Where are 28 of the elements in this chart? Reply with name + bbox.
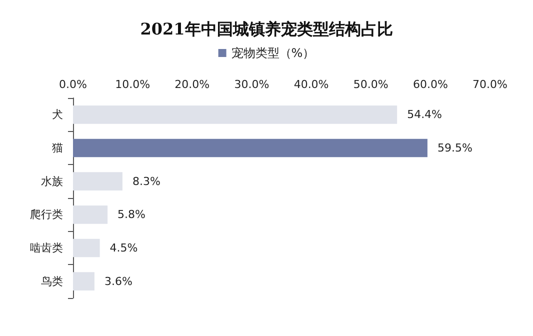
y-tick-label: 水族 <box>41 174 63 188</box>
bar <box>73 206 108 224</box>
x-tick-label: 30.0% <box>234 78 270 91</box>
bar <box>73 238 100 258</box>
x-tick-label: 40.0% <box>294 78 329 91</box>
data-label: 54.4% <box>407 108 442 122</box>
bar <box>73 272 94 290</box>
bar <box>73 138 428 158</box>
data-label: 3.6% <box>104 274 132 288</box>
data-label: 59.5% <box>437 142 472 154</box>
data-label: 8.3% <box>132 174 160 188</box>
y-tick-label: 啮齿类 <box>30 242 63 254</box>
x-tick-label: 60.0% <box>412 78 448 91</box>
legend-label: 宠物类型（%） <box>231 46 315 60</box>
x-tick-label: 70.0% <box>472 78 508 91</box>
bar <box>73 106 398 124</box>
x-tick-label: 0.0% <box>59 78 87 91</box>
data-label: 4.5% <box>110 242 138 254</box>
data-label: 5.8% <box>118 208 146 222</box>
y-tick-label: 猫 <box>52 142 63 154</box>
x-tick-label: 20.0% <box>174 78 210 91</box>
x-tick-label: 50.0% <box>353 78 388 91</box>
bar <box>73 172 122 190</box>
y-tick-label: 犬 <box>52 108 63 122</box>
y-tick-label: 鸟类 <box>41 274 63 288</box>
chart-title: 2021年中国城镇养宠类型结构占比 <box>140 20 393 38</box>
y-tick-label: 爬行类 <box>30 208 63 222</box>
x-tick-label: 10.0% <box>115 78 150 91</box>
